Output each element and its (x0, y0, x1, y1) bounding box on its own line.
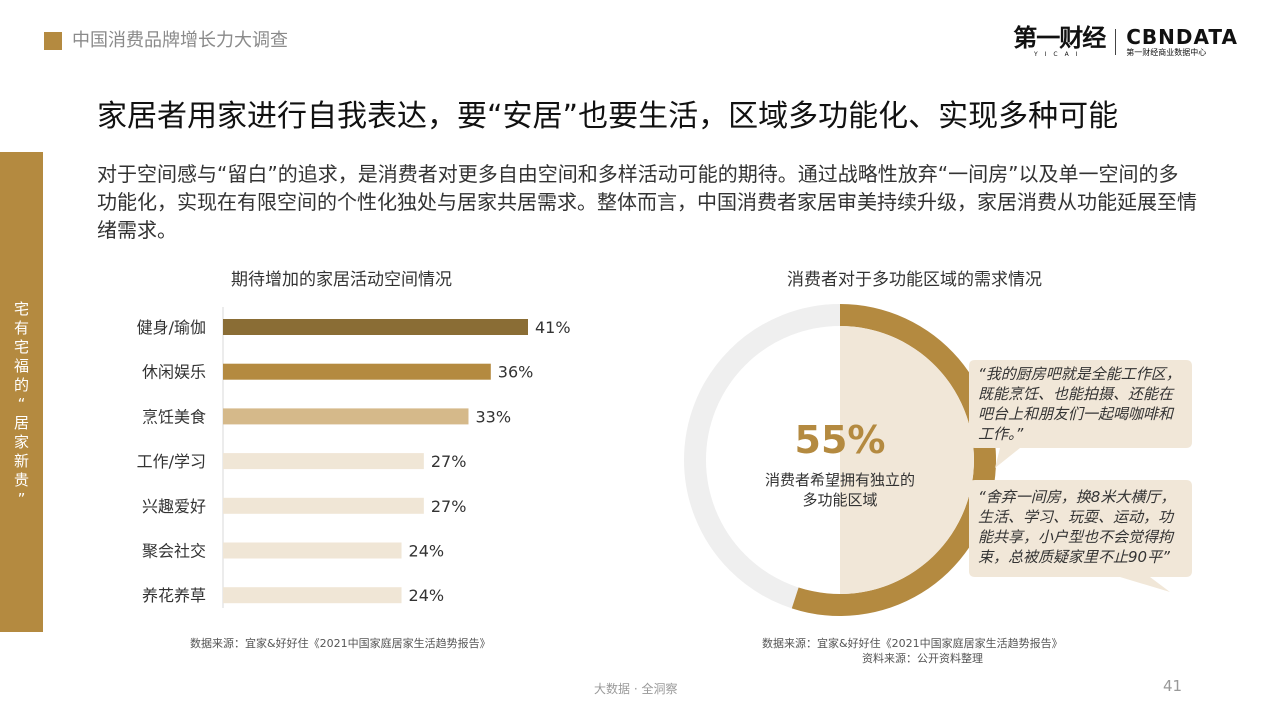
bar (223, 408, 469, 425)
bar-chart: 健身/瑜伽 41% 休闲娱乐 36% 烹饪美食 33% 工作/学习 27% 兴趣爱好 27% 聚会社… (137, 307, 571, 608)
bar-category-label: 烹饪美食 (142, 407, 206, 426)
report-title: 中国消费品牌增长力大调查 (72, 30, 288, 51)
side-label-char: 家 (13, 433, 29, 451)
bar-category-label: 工作/学习 (137, 452, 206, 471)
page-title: 家居者用家进行自我表达，要“安居”也要生活，区域多功能化、实现多种可能 (97, 99, 1119, 134)
donut-center-value: 55% (794, 418, 886, 462)
yicai-logo-sub: YICAI (1033, 51, 1085, 58)
header-accent-square (44, 32, 62, 50)
page-number: 41 (1163, 677, 1183, 695)
donut-chart-source-extra: 资料来源：公开资料整理 (862, 652, 983, 665)
bar-value-label: 24% (409, 586, 445, 605)
quote-bubble-1 (969, 360, 1192, 468)
bar-value-label: 41% (535, 318, 571, 337)
bar (223, 497, 424, 514)
bar (223, 453, 424, 470)
side-label-char: 宅 (13, 300, 29, 318)
cbndata-logo-sub: 第一财经商业数据中心 (1126, 48, 1207, 57)
side-section-label: 宅有宅福的 “居家新贵” (0, 300, 43, 509)
bar-chart-title: 期待增加的家居活动空间情况 (231, 270, 452, 290)
quote-callout-1: “我的厨房吧就是全能工作区，既能烹饪、也能拍摄、还能在吧台上和朋友们一起喝咖啡和… (978, 365, 1181, 443)
bar (223, 587, 402, 604)
yicai-logo-text: 第一财经 (1013, 24, 1106, 52)
quote-callout-2: “舍弃一间房，换8米大横厅，生活、学习、玩耍、运动，功能共享，小户型也不会觉得拘… (978, 488, 1176, 566)
bar-value-label: 27% (431, 452, 467, 471)
bar (223, 542, 402, 559)
donut-chart-title: 消费者对于多功能区域的需求情况 (787, 270, 1042, 290)
bar-value-label: 33% (475, 407, 511, 426)
quote-bubble-2 (969, 480, 1192, 592)
donut-chart-source: 数据来源：宜家&好好住《2021中国家庭居家生活趋势报告》 (762, 637, 1063, 650)
yicai-logo: 第一财经 YICAI (1013, 24, 1106, 59)
side-label-char: 福 (13, 357, 29, 375)
side-label-char: 居 (13, 414, 29, 432)
side-label-char: 的 (13, 376, 29, 394)
bar-chart-source: 数据来源：宜家&好好住《2021中国家庭居家生活趋势报告》 (190, 637, 491, 650)
bar-category-label: 养花养草 (142, 586, 206, 605)
bar-value-label: 27% (431, 497, 467, 516)
side-label-char: ” (17, 490, 26, 508)
side-label-char: 新 (13, 452, 29, 470)
bar-category-label: 健身/瑜伽 (137, 318, 206, 337)
donut-inner-half (840, 326, 974, 594)
bar-value-label: 24% (409, 542, 445, 561)
side-label-char: 宅 (13, 338, 29, 356)
bar-category-label: 聚会社交 (142, 542, 206, 561)
bar-value-label: 36% (498, 363, 534, 382)
intro-paragraph: 对于空间感与“留白”的追求，是消费者对更多自由空间和多样活动可能的期待。通过战略… (97, 162, 1197, 242)
cbndata-logo: CBNDATA 第一财经商业数据中心 (1126, 26, 1238, 58)
bar (223, 319, 528, 335)
donut-center-label: 消费者希望拥有独立的多功能区域 (764, 471, 915, 509)
brand-divider (1115, 29, 1117, 55)
cbndata-logo-text: CBNDATA (1126, 25, 1238, 49)
side-label-char: 贵 (13, 471, 29, 489)
bar-category-label: 兴趣爱好 (142, 497, 206, 516)
bar-category-label: 休闲娱乐 (142, 363, 206, 382)
side-label-char: 有 (13, 319, 29, 337)
side-section-band (0, 152, 43, 632)
footer-tagline: 大数据 · 全洞察 (594, 682, 678, 696)
brand-logos: 第一财经 YICAI CBNDATA 第一财经商业数据中心 (1013, 24, 1238, 60)
bar (223, 363, 491, 380)
side-label-char: “ (17, 395, 26, 413)
